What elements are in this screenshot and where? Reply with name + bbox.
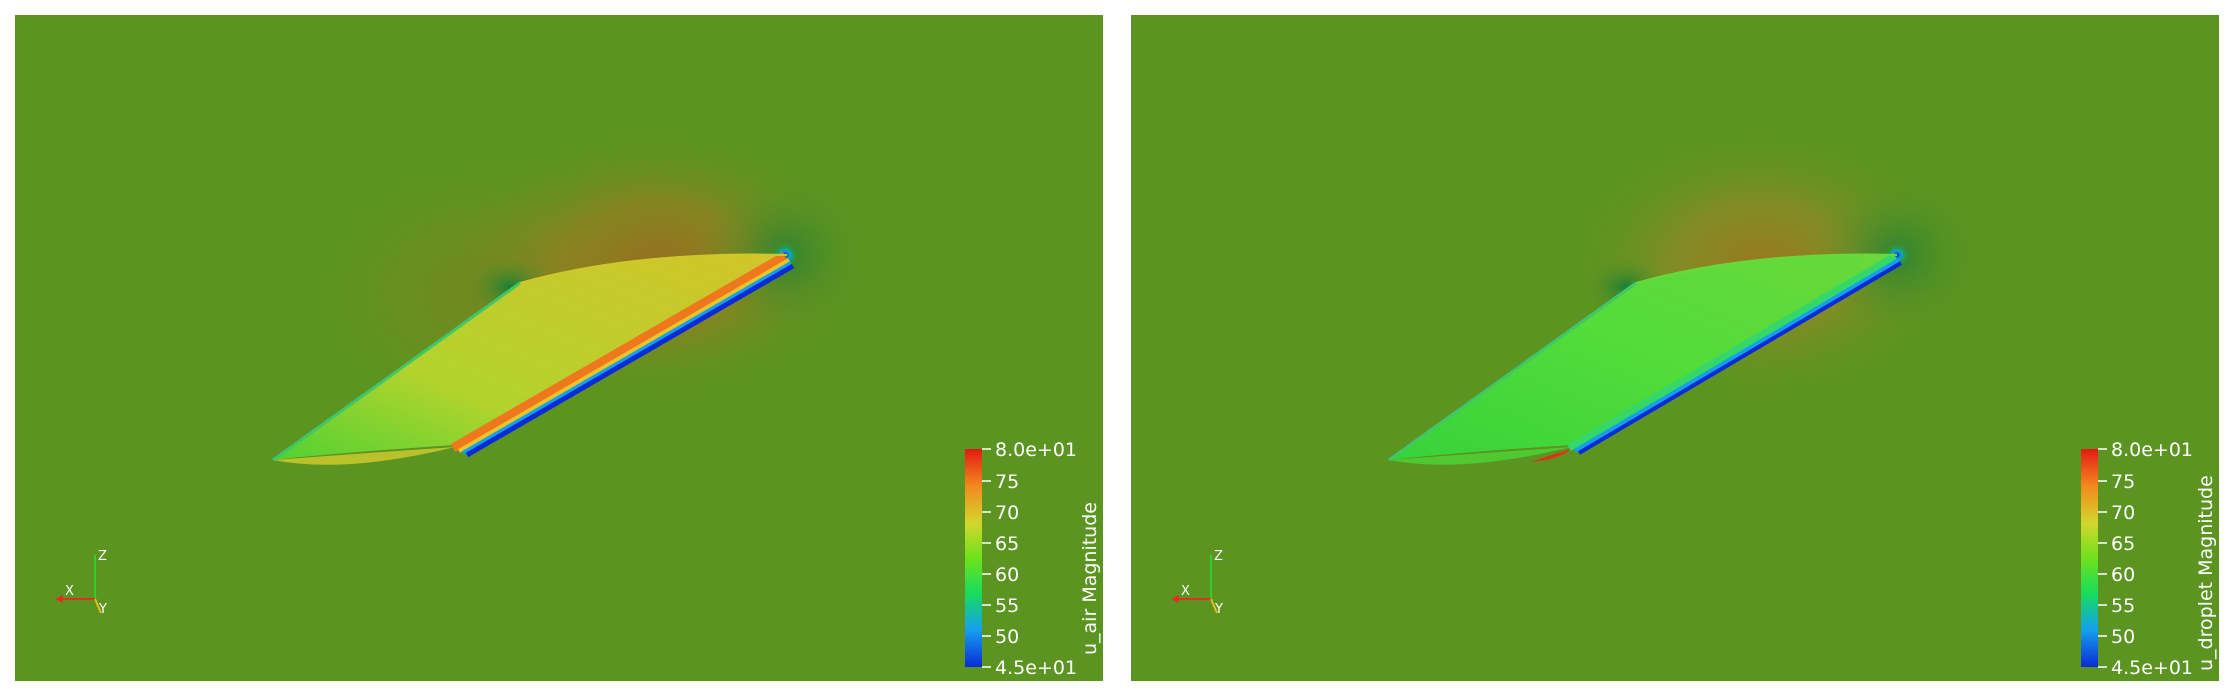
axis-y-label: Y: [98, 602, 107, 617]
wing-surface: [1388, 252, 1903, 465]
axis-z-label: Z: [1214, 549, 1223, 564]
colorbar-tick: 70: [995, 502, 1019, 524]
colorbar-title: u_air Magnitude: [1079, 502, 1101, 655]
colorbar-tick: 50: [995, 626, 1019, 648]
render-view-left[interactable]: Z X Y 8.0e+01 75 70 65 60 55 50 4.5e: [15, 15, 1103, 681]
colorbar: 8.0e+01 75 70 65 60 55 50 4.5e+01 u_drop…: [2081, 439, 2217, 679]
colorbar-tick: 55: [995, 595, 1019, 617]
colorbar-tick-min: 4.5e+01: [995, 657, 1077, 679]
colorbar-tick: 60: [995, 564, 1019, 586]
axis-y-label: Y: [1214, 602, 1223, 617]
colorbar-tick-max: 8.0e+01: [995, 439, 1077, 461]
colorbar-tick-min: 4.5e+01: [2111, 657, 2193, 679]
colorbar-tick: 70: [2111, 502, 2135, 524]
colorbar-tick-max: 8.0e+01: [2111, 439, 2193, 461]
wing-scene-u-air: Z X Y 8.0e+01 75 70 65 60 55 50 4.5e: [55, 125, 1101, 679]
colorbar-tick: 75: [995, 471, 1019, 493]
colorbar: 8.0e+01 75 70 65 60 55 50 4.5e+01 u_air …: [965, 439, 1101, 679]
colorbar-tick: 55: [2111, 595, 2135, 617]
axis-z-label: Z: [98, 549, 107, 564]
colorbar-tick: 65: [2111, 533, 2135, 555]
colorbar-title: u_droplet Magnitude: [2195, 475, 2217, 671]
colorbar-tick: 65: [995, 533, 1019, 555]
orientation-axes: Z X Y: [55, 549, 107, 617]
colorbar-gradient: [2081, 449, 2098, 667]
orientation-axes: Z X Y: [1171, 549, 1223, 617]
wing-scene-u-droplet: Z X Y 8.0e+01 75 70 65 60 55 50 4.5e: [1171, 125, 2217, 679]
colorbar-tick: 75: [2111, 471, 2135, 493]
colorbar-tick: 60: [2111, 564, 2135, 586]
colorbar-tick: 50: [2111, 626, 2135, 648]
colorbar-gradient: [965, 449, 982, 667]
render-view-right[interactable]: Z X Y 8.0e+01 75 70 65 60 55 50 4.5e: [1131, 15, 2219, 681]
wing-surface: [272, 252, 795, 465]
axis-x-label: X: [1181, 584, 1190, 599]
axis-x-label: X: [65, 584, 74, 599]
